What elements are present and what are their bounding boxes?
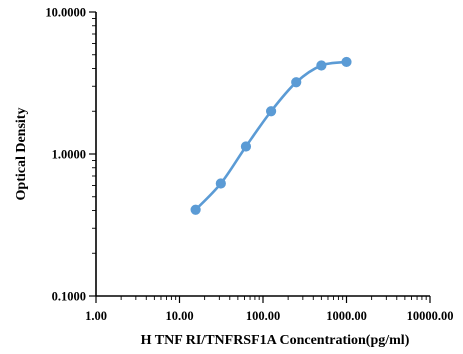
y-ticks: 0.1000 1.0000 10.0000: [45, 6, 96, 304]
data-point: [316, 60, 327, 71]
x-tick-label: 1000.00: [326, 309, 367, 323]
y-axis-title: Optical Density: [14, 108, 29, 201]
x-axis-title: H TNF RI/TNFRSF1A Concentration(pg/ml): [141, 333, 410, 348]
data-point: [215, 178, 226, 189]
x-tick-label: 10.00: [165, 309, 193, 323]
data-point: [265, 106, 277, 117]
data-point: [341, 56, 352, 68]
x-tick-label: 1.00: [85, 309, 107, 323]
x-ticks: 1.00 10.00 100.00 1000.00 10000.00: [85, 296, 453, 323]
data-point: [190, 204, 201, 215]
y-tick-label: 1.0000: [52, 148, 86, 162]
series-layer: [190, 56, 352, 215]
data-point: [240, 141, 252, 152]
data-point: [291, 77, 302, 88]
y-tick-label: 0.1000: [52, 290, 86, 304]
x-tick-label: 10000.00: [407, 309, 454, 323]
y-tick-label: 10.0000: [45, 6, 86, 20]
x-tick-label: 100.00: [246, 309, 280, 323]
axes: [95, 12, 430, 297]
